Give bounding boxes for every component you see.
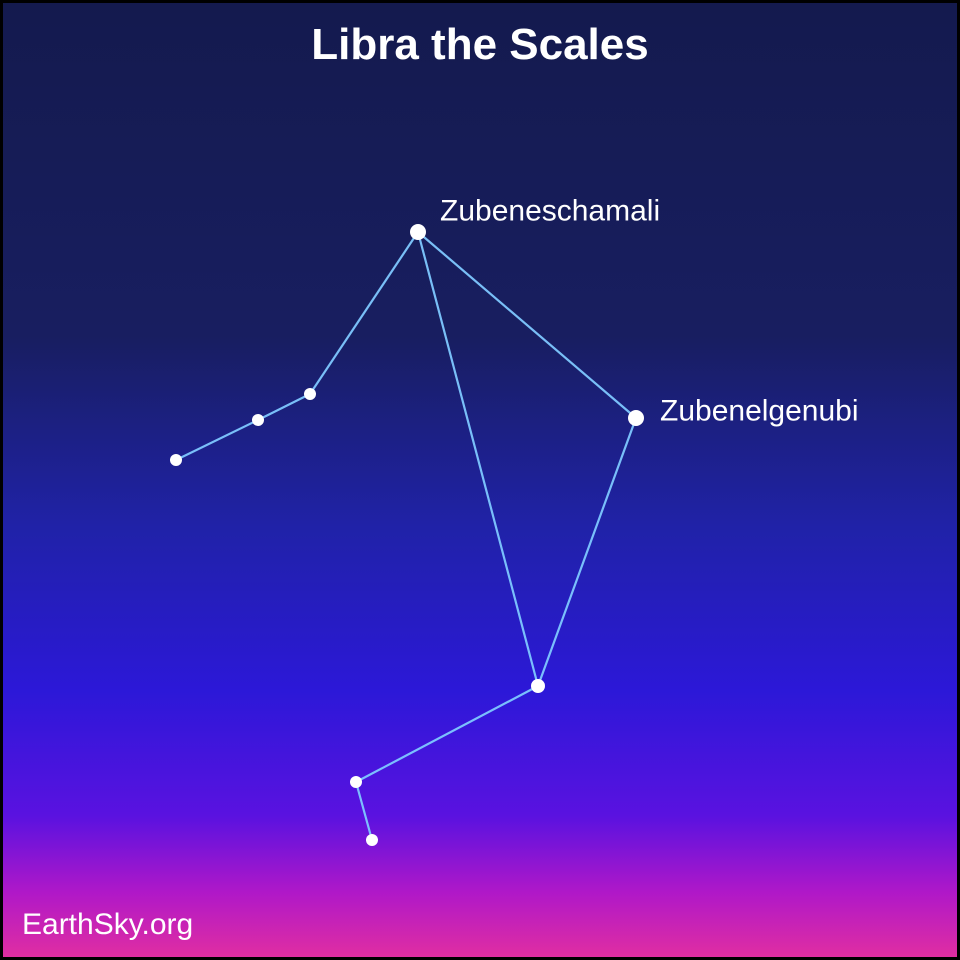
star-zubeneschamali (410, 224, 426, 240)
star-arm-1 (304, 388, 316, 400)
star-arm-2 (252, 414, 264, 426)
star-lower-tail (366, 834, 378, 846)
star-upper-tail (350, 776, 362, 788)
constellation-line (258, 394, 310, 420)
star-sigma (531, 679, 545, 693)
constellation-line (356, 782, 372, 840)
star-label-zubenelgenubi: Zubenelgenubi (660, 395, 859, 428)
constellation-line (356, 686, 538, 782)
constellation-line (176, 420, 258, 460)
star-arm-3 (170, 454, 182, 466)
constellation-line (418, 232, 636, 418)
constellation-line (538, 418, 636, 686)
star-label-zubeneschamali: Zubeneschamali (440, 195, 660, 228)
star-zubenelgenubi (628, 410, 644, 426)
constellation-line (418, 232, 538, 686)
constellation-line (310, 232, 418, 394)
constellation-diagram: Zubeneschamali Zubenelgenubi Libra the Sc… (0, 0, 960, 960)
constellation-stars (170, 224, 644, 846)
attribution-text: EarthSky.org (22, 908, 193, 942)
constellation-overlay: Zubeneschamali Zubenelgenubi (0, 0, 960, 960)
constellation-labels: Zubeneschamali Zubenelgenubi (440, 195, 859, 428)
diagram-title: Libra the Scales (0, 20, 960, 70)
constellation-lines (176, 232, 636, 840)
